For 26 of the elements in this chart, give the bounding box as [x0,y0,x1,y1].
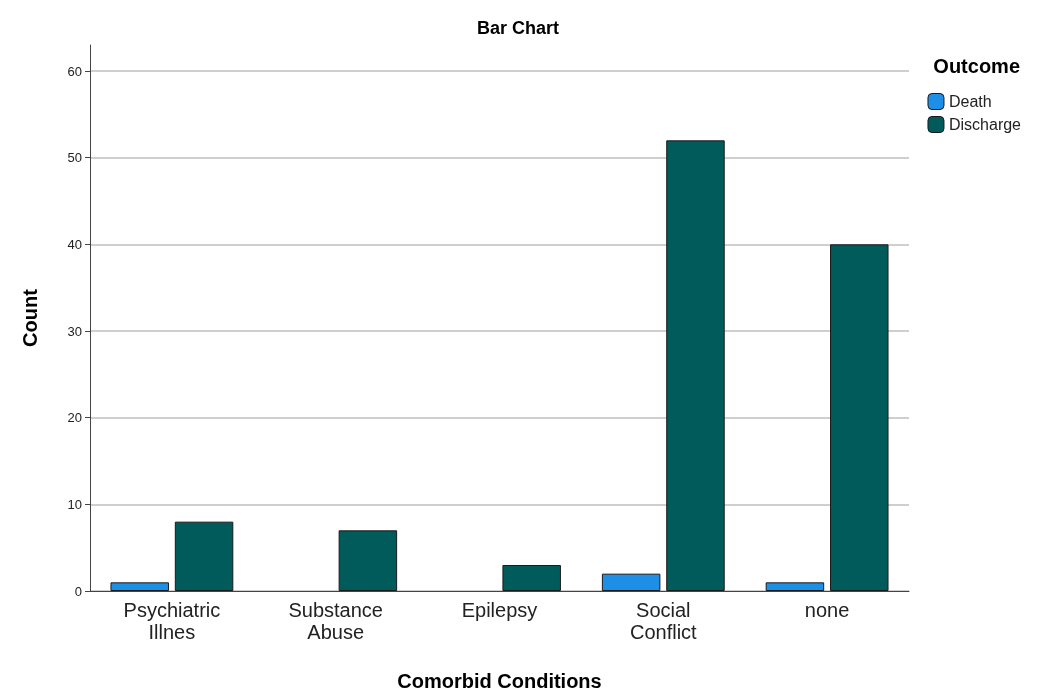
y-tick-label: 30 [67,323,82,339]
x-tick-label: none [804,599,850,621]
y-tick-label: 60 [67,63,82,79]
y-tick-label: 20 [67,410,82,426]
legend-label: Death [948,93,992,110]
y-axis-title: Count [19,288,41,347]
bar [110,582,169,591]
y-tick-label: 0 [74,583,82,599]
bar [174,521,234,591]
y-tick-label: 10 [67,496,82,512]
x-axis-title: Comorbid Conditions [397,670,602,692]
y-tick-label: 50 [67,150,82,166]
x-tick-label: Substance Abuse [288,599,383,643]
chart-title: Bar Chart [476,18,560,38]
y-tick-label: 40 [67,236,82,252]
x-tick-label: Epilepsy [461,599,538,621]
bar [502,565,561,591]
bar [830,244,889,591]
legend-title: Outcome [933,55,1021,77]
legend-label: Discharge [948,116,1022,133]
bar [666,140,725,591]
bar [601,573,661,591]
bar [765,582,825,591]
x-tick-label: Psychiatric Illnes [123,599,221,643]
x-tick-label: Social Conflict [629,599,698,643]
bar [338,530,398,591]
